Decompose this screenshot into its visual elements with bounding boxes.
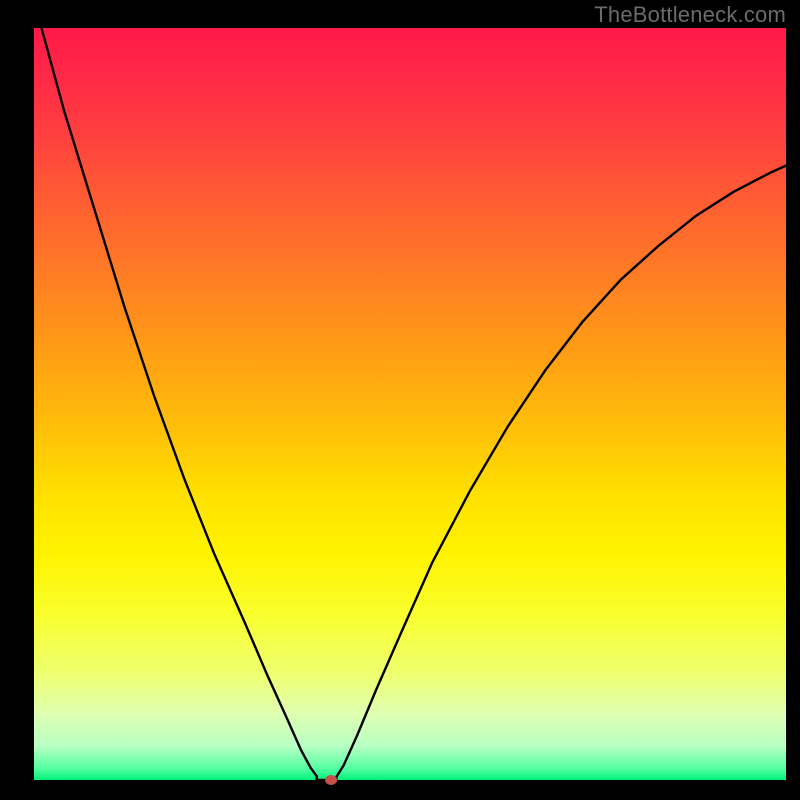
chart-stage: TheBottleneck.com xyxy=(0,0,800,800)
watermark-text: TheBottleneck.com xyxy=(594,2,786,28)
frame-right xyxy=(786,0,800,800)
frame-left xyxy=(0,0,34,800)
plot-background xyxy=(34,28,786,780)
frame-bottom xyxy=(0,780,800,800)
